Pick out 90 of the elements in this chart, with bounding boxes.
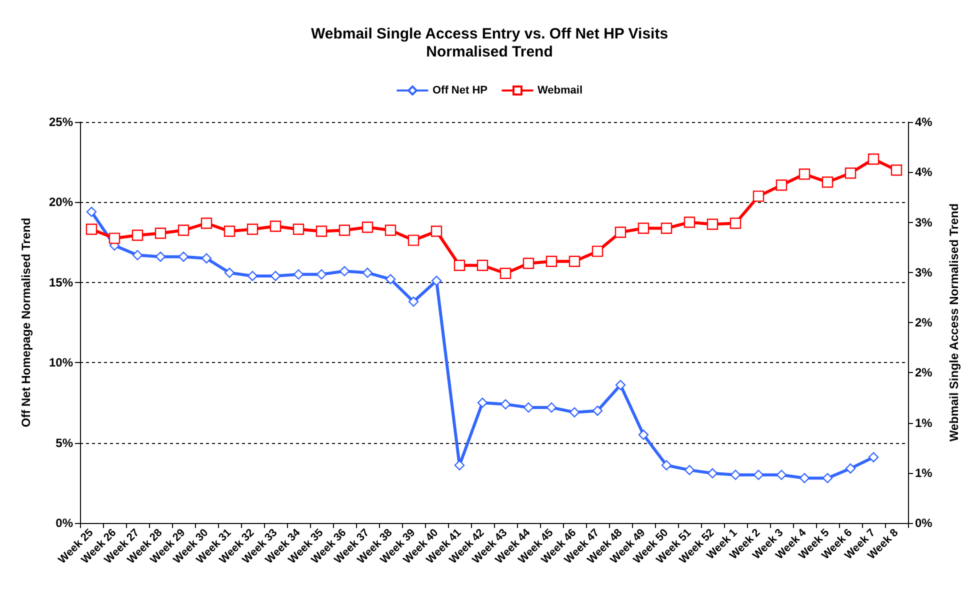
point (730, 470, 741, 480)
y2-tick-label: 3% (915, 215, 933, 230)
point (86, 224, 98, 235)
point (408, 296, 419, 307)
point (155, 252, 166, 262)
y2-tick-label: 4% (915, 115, 933, 129)
point (362, 222, 374, 233)
legend-label: Off Net HP (432, 84, 488, 96)
point (568, 256, 580, 267)
point (201, 253, 212, 264)
y-tick-label: 0% (56, 516, 74, 530)
point (154, 228, 166, 239)
y2-tick-label: 1% (915, 416, 933, 430)
legend-label: Webmail (537, 84, 583, 96)
point (200, 218, 212, 229)
point (844, 168, 856, 179)
point (546, 402, 557, 413)
point (316, 269, 327, 280)
point (385, 274, 396, 284)
point (477, 398, 488, 408)
point (454, 260, 466, 271)
y2-tick-label: 2% (915, 366, 933, 380)
point (132, 230, 144, 241)
point (292, 224, 304, 235)
point (178, 252, 189, 262)
chart-title: Webmail Single Access Entry vs. Off Net HP Visits Normalised Trend (310, 26, 668, 60)
point (615, 380, 626, 390)
point (730, 218, 742, 229)
point (500, 399, 511, 410)
point (338, 224, 350, 236)
point (523, 402, 534, 413)
point (614, 226, 626, 238)
point (822, 176, 834, 188)
y2-tick-label: 1% (915, 466, 933, 480)
y-tick-label: 15% (48, 275, 74, 290)
point (224, 226, 236, 237)
point (661, 460, 672, 470)
point (224, 268, 235, 278)
point (638, 430, 649, 440)
y2-tick-label: 2% (915, 316, 933, 330)
point (476, 260, 488, 271)
point (660, 222, 672, 234)
y2-tick-label: 3% (915, 265, 933, 280)
point (592, 406, 603, 416)
y-tick-label: 25% (48, 115, 74, 129)
y-tick-label: 5% (56, 436, 74, 450)
point (546, 256, 558, 267)
point (431, 276, 442, 286)
point (752, 190, 764, 202)
point (868, 153, 880, 165)
y-tick-label: 10% (48, 356, 74, 370)
point (362, 268, 373, 278)
y2-axis-title: Webmail Single Access Normalised Trend (947, 203, 961, 442)
y2-tick-label: 4% (915, 165, 933, 180)
point (798, 168, 810, 180)
point (270, 270, 281, 282)
point (247, 270, 258, 282)
point (868, 452, 879, 462)
point (890, 164, 902, 176)
point (776, 470, 787, 480)
point (822, 472, 833, 484)
point (108, 232, 120, 244)
point (178, 224, 190, 236)
point (86, 206, 97, 217)
point (684, 216, 696, 228)
point (706, 218, 718, 230)
point (799, 472, 810, 484)
point (753, 470, 764, 480)
point (384, 224, 396, 236)
point (638, 222, 650, 234)
y-axis-title: Off Net Homepage Normalised Trend (19, 218, 33, 428)
y-tick-label: 20% (48, 195, 74, 210)
point (246, 224, 258, 235)
point (500, 268, 512, 279)
point (845, 463, 856, 474)
point (339, 266, 350, 276)
point (293, 269, 304, 280)
point (684, 464, 695, 476)
point (776, 180, 788, 191)
point (707, 468, 718, 478)
point (270, 220, 282, 232)
point (592, 246, 604, 257)
point (408, 234, 420, 246)
point (522, 258, 534, 269)
point (454, 460, 465, 470)
y2-tick-label: 0% (915, 516, 933, 530)
point (316, 226, 328, 237)
point (430, 226, 442, 237)
point (132, 250, 143, 260)
point (569, 407, 580, 418)
